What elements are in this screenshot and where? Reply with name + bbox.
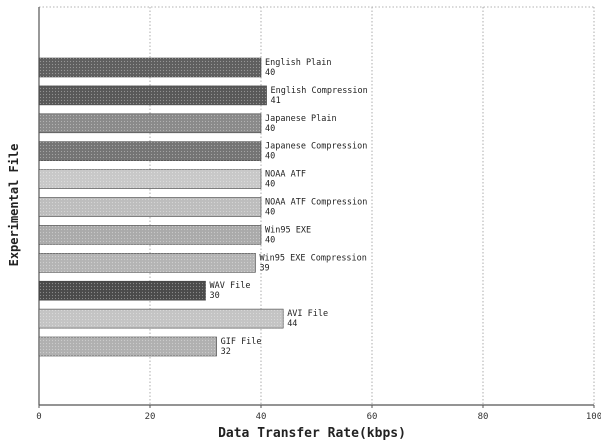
- bar-texture: [39, 337, 217, 356]
- bar-category-label: Win95 EXE: [265, 225, 311, 235]
- bar-texture: [39, 113, 261, 133]
- bar-value-label: 30: [210, 291, 220, 301]
- bar-texture: [39, 85, 267, 105]
- bar-texture: [39, 309, 284, 329]
- bar-value-label: 40: [265, 208, 275, 218]
- bar-category-label: WAV File: [210, 281, 251, 291]
- bar-category-label: English Plain: [265, 58, 332, 68]
- bar-value-label: 40: [265, 180, 275, 190]
- bar-category-label: Japanese Plain: [265, 114, 337, 124]
- bar-value-label: 40: [265, 235, 275, 245]
- bars: [38, 57, 284, 357]
- bar-value-label: 40: [265, 124, 275, 134]
- bar-category-label: NOAA ATF: [265, 170, 306, 180]
- x-tick-label: 100: [586, 412, 601, 422]
- bar-texture: [39, 58, 261, 77]
- x-tick-labels: 0 20 40 60 80 100: [36, 405, 601, 422]
- x-tick-label: 60: [367, 412, 378, 422]
- bar-texture: [39, 141, 261, 161]
- bar-category-label: Japanese Compression: [265, 142, 367, 152]
- x-tick-label: 20: [145, 412, 156, 422]
- bar-value-label: 44: [287, 319, 297, 329]
- bar-texture: [39, 169, 261, 189]
- bar-category-label: GIF File: [221, 337, 262, 347]
- x-tick-label: 80: [478, 412, 489, 422]
- grid-lines: [39, 6, 595, 405]
- x-axis-title: Data Transfer Rate(kbps): [218, 426, 406, 441]
- bar-value-label: 39: [259, 263, 269, 273]
- bar-category-label: Win95 EXE Compression: [259, 253, 366, 263]
- bar-value-label: 41: [271, 96, 281, 106]
- x-tick-label: 0: [36, 412, 41, 422]
- bar-category-label: AVI File: [287, 309, 328, 319]
- bar-value-label: 32: [221, 347, 231, 357]
- bar-texture: [39, 197, 261, 217]
- bar-value-label: 40: [265, 68, 275, 78]
- y-axis-title: Experimental File: [7, 144, 21, 267]
- bar-category-label: English Compression: [271, 86, 368, 96]
- bar-texture: [39, 281, 206, 301]
- bar-texture: [39, 253, 256, 273]
- bar-value-label: 40: [265, 152, 275, 162]
- bar-category-label: NOAA ATF Compression: [265, 198, 367, 208]
- x-tick-label: 40: [256, 412, 267, 422]
- bar-texture: [39, 225, 261, 245]
